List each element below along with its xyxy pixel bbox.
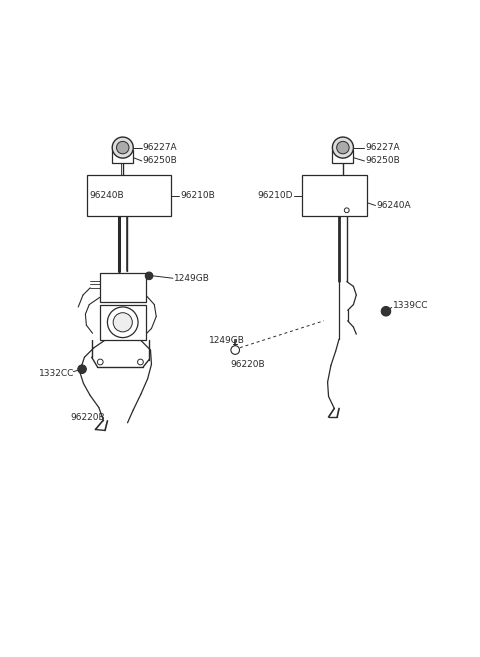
Bar — [112, 150, 133, 164]
Text: 96227A: 96227A — [143, 143, 178, 152]
Text: 96220B: 96220B — [230, 360, 265, 369]
Text: 96240A: 96240A — [376, 201, 411, 210]
Text: 96250B: 96250B — [365, 156, 400, 166]
Circle shape — [381, 306, 391, 316]
Circle shape — [231, 346, 240, 354]
Text: 96240B: 96240B — [89, 191, 124, 200]
Bar — [100, 273, 146, 302]
Text: 1339CC: 1339CC — [393, 301, 428, 310]
Bar — [119, 216, 127, 271]
Circle shape — [97, 359, 103, 365]
Circle shape — [112, 137, 133, 158]
Circle shape — [108, 307, 138, 338]
Text: 96210D: 96210D — [257, 191, 293, 200]
Circle shape — [344, 208, 349, 213]
Circle shape — [145, 272, 153, 280]
Bar — [100, 305, 146, 340]
Circle shape — [332, 137, 353, 158]
Circle shape — [138, 359, 144, 365]
Bar — [332, 150, 353, 164]
Text: 96250B: 96250B — [143, 156, 178, 166]
Text: 96220B: 96220B — [70, 413, 105, 422]
Text: 1249GB: 1249GB — [209, 336, 245, 345]
Text: 96210B: 96210B — [180, 191, 215, 200]
Bar — [302, 175, 367, 216]
Text: 96227A: 96227A — [365, 143, 400, 152]
Text: 1249GB: 1249GB — [174, 274, 210, 283]
Text: 1332CC: 1332CC — [39, 369, 74, 378]
Bar — [87, 175, 170, 216]
Circle shape — [78, 365, 86, 373]
Circle shape — [117, 141, 129, 154]
Circle shape — [336, 141, 349, 154]
Circle shape — [113, 313, 132, 332]
